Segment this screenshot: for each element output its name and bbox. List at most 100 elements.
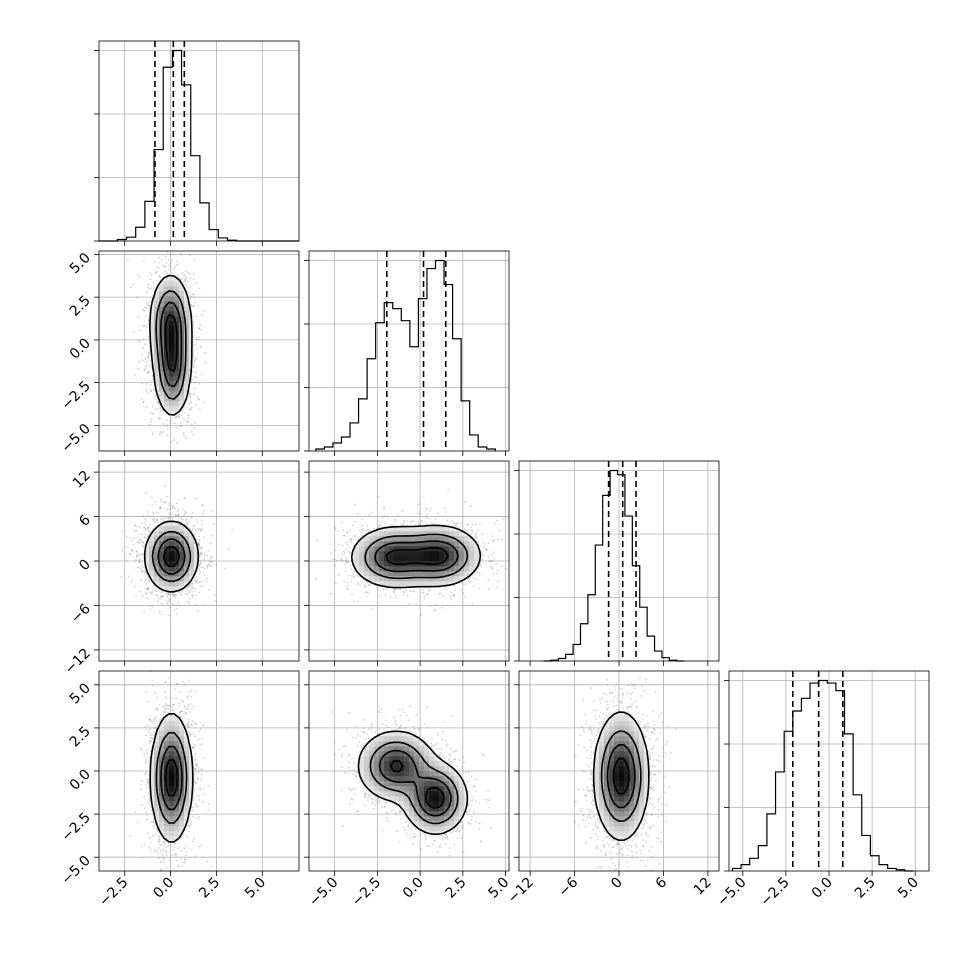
scatter-point	[214, 600, 216, 602]
scatter-point	[152, 513, 154, 515]
scatter-point	[347, 544, 349, 546]
scatter-point	[426, 516, 428, 518]
scatter-point	[184, 605, 186, 607]
scatter-point	[472, 530, 474, 532]
scatter-point	[139, 329, 141, 331]
scatter-point	[146, 577, 148, 579]
scatter-point	[337, 531, 339, 533]
scatter-point	[198, 592, 200, 594]
scatter-point	[191, 423, 193, 425]
scatter-point	[345, 542, 347, 544]
scatter-point	[132, 544, 134, 546]
scatter-point	[145, 587, 147, 589]
scatter-point	[146, 406, 148, 408]
scatter-point	[497, 539, 499, 541]
scatter-point	[144, 366, 146, 368]
scatter-point	[171, 506, 173, 508]
scatter-point	[196, 578, 198, 580]
scatter-point	[422, 589, 424, 591]
scatter-point	[168, 513, 170, 515]
density-cell	[169, 391, 174, 396]
x-tick-label: 0.0	[809, 875, 836, 902]
scatter-point	[195, 357, 197, 359]
density-cell	[169, 346, 174, 351]
density-cell	[169, 556, 174, 561]
scatter-point	[145, 528, 147, 530]
density-cell	[169, 281, 174, 286]
scatter-point	[426, 507, 428, 509]
scatter-point	[128, 575, 130, 577]
scatter-point	[464, 528, 466, 530]
scatter-point	[191, 296, 193, 298]
scatter-point	[496, 520, 498, 522]
scatter-point	[130, 550, 132, 552]
scatter-point	[211, 510, 213, 512]
scatter-point	[162, 423, 164, 425]
scatter-point	[163, 595, 165, 597]
scatter-point	[189, 401, 191, 403]
scatter-point	[210, 561, 212, 563]
scatter-point	[356, 583, 358, 585]
scatter-point	[142, 401, 144, 403]
scatter-point	[343, 560, 345, 562]
scatter-point	[478, 572, 480, 574]
scatter-point	[437, 513, 439, 515]
scatter-point	[188, 281, 190, 283]
scatter-point	[170, 599, 172, 601]
scatter-point	[501, 565, 503, 567]
scatter-point	[151, 504, 153, 506]
scatter-point	[486, 549, 488, 551]
scatter-point	[143, 260, 145, 262]
scatter-point	[210, 543, 212, 545]
scatter-point	[166, 272, 168, 274]
scatter-point	[146, 597, 148, 599]
scatter-point	[168, 614, 170, 616]
scatter-point	[139, 340, 141, 342]
scatter-point	[189, 598, 191, 600]
scatter-point	[481, 566, 483, 568]
scatter-point	[441, 607, 443, 609]
density-cell	[189, 566, 194, 571]
scatter-point	[145, 357, 147, 359]
scatter-point	[423, 592, 425, 594]
scatter-point	[130, 537, 132, 539]
density-cell	[159, 581, 164, 586]
scatter-point	[144, 307, 146, 309]
scatter-point	[185, 437, 187, 439]
density-cell	[154, 576, 159, 581]
scatter-point	[200, 548, 202, 550]
scatter-point	[408, 603, 410, 605]
density-cell	[169, 341, 174, 346]
scatter-point	[141, 533, 143, 535]
scatter-point	[361, 532, 363, 534]
y-tick-label: −2.5	[58, 378, 93, 413]
scatter-point	[334, 529, 336, 531]
scatter-point	[160, 410, 162, 412]
scatter-point	[403, 520, 405, 522]
scatter-point	[131, 540, 133, 542]
scatter-point	[197, 305, 199, 307]
scatter-point	[152, 519, 154, 521]
scatter-point	[315, 578, 317, 580]
scatter-point	[193, 379, 195, 381]
scatter-point	[392, 524, 394, 526]
scatter-point	[349, 529, 351, 531]
scatter-point	[135, 530, 137, 532]
scatter-point	[344, 552, 346, 554]
density-cell	[149, 566, 154, 571]
scatter-point	[120, 576, 122, 578]
scatter-point	[172, 507, 174, 509]
scatter-point	[451, 521, 453, 523]
scatter-point	[387, 588, 389, 590]
scatter-point	[157, 600, 159, 602]
scatter-point	[197, 610, 199, 612]
scatter-point	[166, 262, 168, 264]
scatter-point	[200, 329, 202, 331]
scatter-point	[403, 523, 405, 525]
scatter-point	[176, 614, 178, 616]
scatter-point	[178, 499, 180, 501]
density-cell	[164, 526, 169, 531]
scatter-point	[195, 377, 197, 379]
scatter-point	[172, 517, 174, 519]
scatter-point	[183, 514, 185, 516]
